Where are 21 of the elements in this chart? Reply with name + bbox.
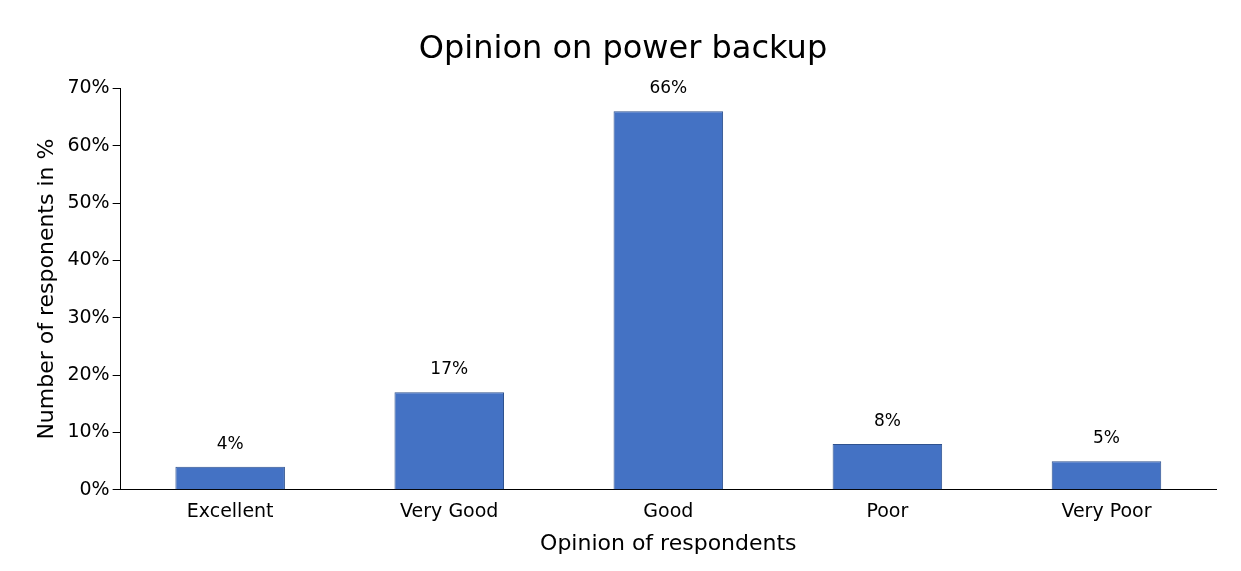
x-tick-label: Excellent — [186, 499, 274, 522]
y-tick-label: 60% — [67, 132, 110, 155]
data-label: 66% — [649, 77, 688, 98]
data-label: 5% — [1092, 427, 1120, 448]
data-label: 17% — [430, 358, 469, 379]
y-tick-label: 50% — [67, 190, 110, 213]
y-tick-label: 70% — [67, 75, 110, 98]
y-tick-label: 40% — [67, 247, 110, 270]
x-tick-label: Very Poor — [1061, 499, 1152, 522]
x-tick-label: Very Good — [400, 499, 499, 522]
chart-title: Opinion on power backup — [418, 27, 828, 66]
data-label: 8% — [873, 409, 901, 430]
x-tick-label: Good — [643, 499, 694, 522]
y-tick-label: 0% — [79, 476, 110, 499]
y-axis-title: Number of responents in % — [32, 138, 58, 440]
x-tick-label: Poor — [866, 499, 909, 522]
y-tick-label: 10% — [67, 419, 110, 442]
data-label: 4% — [216, 432, 244, 453]
y-tick-label: 20% — [67, 362, 110, 385]
x-axis-title: Opinion of respondents — [540, 529, 797, 555]
y-tick-label: 30% — [67, 304, 110, 327]
